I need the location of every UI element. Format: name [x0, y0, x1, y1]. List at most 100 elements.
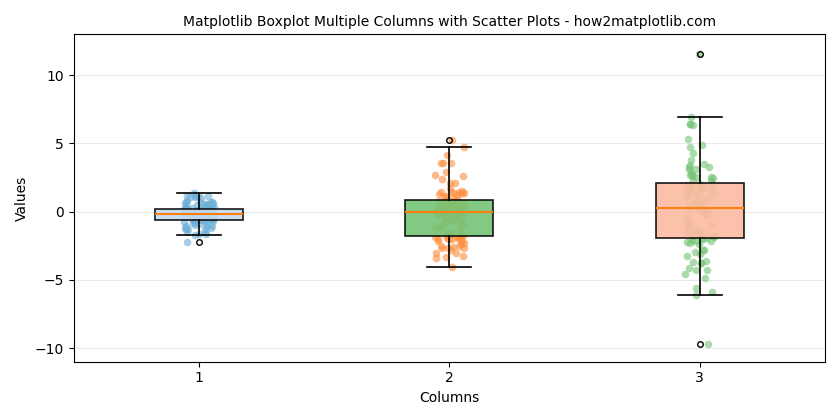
Point [682, 185, 696, 192]
Point [445, 263, 459, 270]
Point [192, 217, 205, 223]
Point [453, 189, 466, 196]
Point [196, 215, 209, 221]
Point [444, 179, 457, 186]
Point [680, 194, 694, 200]
Point [206, 208, 219, 215]
Point [680, 215, 694, 221]
Point [432, 223, 445, 230]
Point [456, 173, 470, 179]
Point [204, 209, 218, 215]
Point [204, 208, 218, 215]
Point [440, 205, 454, 212]
Point [685, 157, 698, 163]
Point [438, 198, 451, 205]
Point [201, 201, 214, 207]
Point [458, 245, 471, 252]
Point [436, 223, 449, 229]
Point [680, 238, 693, 245]
Point [454, 240, 468, 247]
Point [453, 220, 466, 226]
Point [191, 207, 204, 213]
Point [699, 274, 712, 281]
Point [446, 231, 459, 237]
Point [207, 204, 220, 211]
Point [192, 193, 205, 199]
Point [206, 209, 219, 215]
Point [179, 224, 192, 231]
Point [691, 226, 705, 233]
Point [179, 206, 192, 213]
Point [693, 180, 706, 187]
Point [207, 200, 220, 206]
Point [692, 241, 706, 247]
Point [186, 216, 199, 223]
Point [206, 215, 219, 222]
Point [441, 230, 454, 236]
Point [202, 206, 215, 213]
Point [444, 159, 458, 166]
Point [179, 209, 192, 215]
Point [690, 197, 704, 204]
Point [453, 204, 466, 211]
Point [192, 231, 205, 238]
Point [455, 189, 469, 196]
Point [702, 194, 716, 200]
Point [696, 235, 710, 242]
Point [680, 228, 693, 234]
Point [448, 189, 461, 196]
Point [187, 211, 201, 218]
Point [686, 177, 700, 184]
Point [203, 206, 217, 213]
Point [686, 121, 700, 128]
Title: Matplotlib Boxplot Multiple Columns with Scatter Plots - how2matplotlib.com: Matplotlib Boxplot Multiple Columns with… [183, 15, 716, 29]
Point [690, 166, 703, 173]
Point [682, 265, 696, 271]
Point [447, 210, 460, 216]
Point [205, 204, 218, 210]
Point [705, 187, 718, 194]
Point [187, 215, 201, 221]
Point [693, 228, 706, 234]
Point [702, 207, 716, 213]
Point [683, 221, 696, 228]
Point [195, 210, 208, 216]
Y-axis label: Values: Values [15, 176, 29, 221]
Point [207, 212, 220, 219]
Point [181, 206, 194, 213]
Point [180, 198, 193, 205]
Point [696, 200, 710, 207]
Point [202, 214, 215, 220]
Point [443, 235, 456, 242]
Point [456, 220, 470, 227]
Point [694, 184, 707, 191]
Point [683, 224, 696, 231]
Point [454, 218, 467, 224]
Point [439, 169, 453, 176]
Point [428, 225, 442, 231]
Point [685, 113, 698, 120]
Point [446, 213, 459, 220]
Point [180, 207, 193, 214]
Point [201, 201, 214, 208]
Point [190, 212, 203, 219]
Point [195, 213, 208, 220]
Point [681, 136, 695, 143]
Point [192, 213, 206, 220]
Point [689, 249, 702, 255]
Point [454, 233, 468, 240]
Point [188, 192, 202, 199]
Point [692, 205, 706, 212]
Point [194, 195, 207, 202]
Point [188, 222, 202, 228]
Point [432, 235, 445, 242]
Point [705, 222, 718, 229]
Point [180, 198, 193, 205]
Point [702, 164, 716, 171]
Point [199, 209, 213, 215]
Point [685, 204, 699, 210]
Point [694, 235, 707, 242]
Point [194, 205, 207, 212]
Point [442, 204, 455, 211]
Point [452, 243, 465, 249]
